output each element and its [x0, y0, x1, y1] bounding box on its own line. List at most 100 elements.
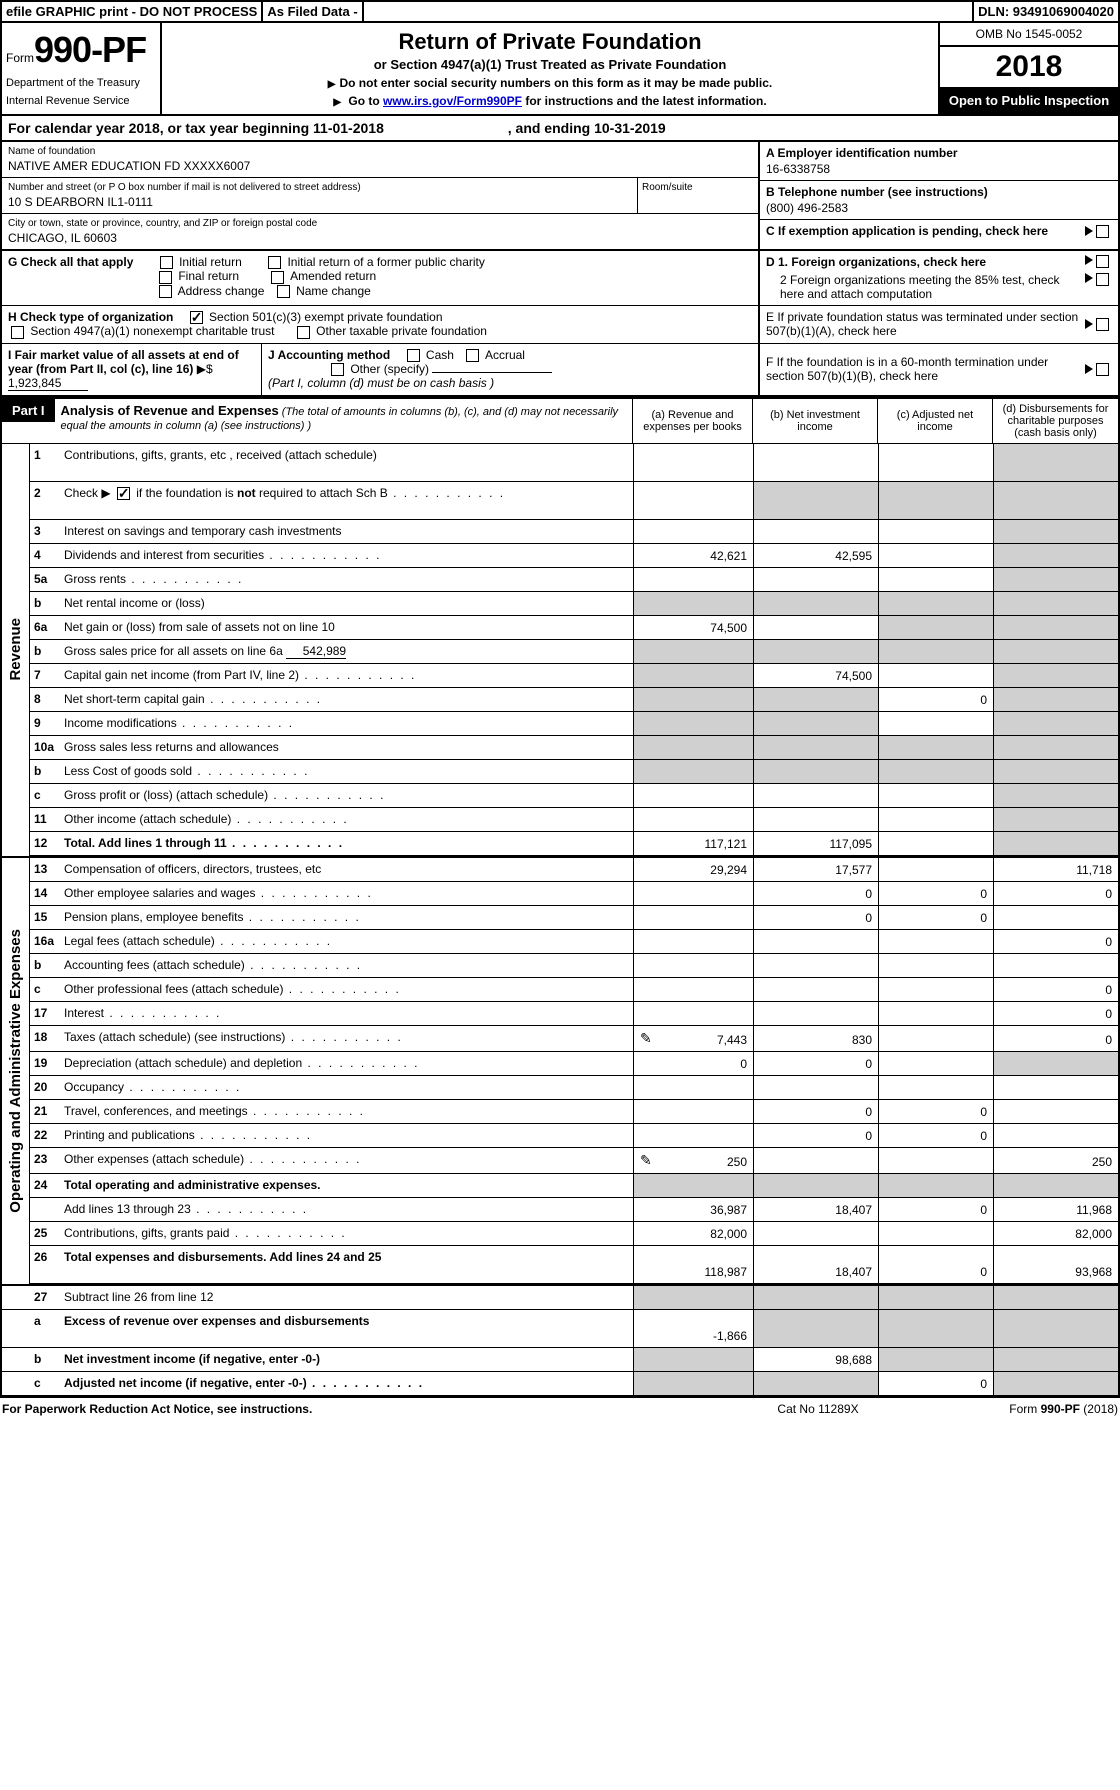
col-c-value [878, 1222, 993, 1245]
line-number [30, 1198, 64, 1221]
col-b-value [753, 712, 878, 735]
chk-accrual[interactable] [466, 349, 479, 362]
col-d-value [993, 1100, 1118, 1123]
line-l15: 15Pension plans, employee benefits00 [30, 906, 1118, 930]
col-d-value [993, 688, 1118, 711]
line-l22: 22Printing and publications00 [30, 1124, 1118, 1148]
chk-f[interactable] [1096, 363, 1109, 376]
line-number: 22 [30, 1124, 64, 1147]
line-description: Dividends and interest from securities [64, 544, 633, 567]
col-a-value: ✎7,443 [633, 1026, 753, 1051]
fmv-value: 1,923,845 [8, 376, 88, 391]
chk-other-method[interactable] [331, 363, 344, 376]
col-b-value [753, 1222, 878, 1245]
col-d-value [993, 954, 1118, 977]
chk-amended[interactable] [271, 271, 284, 284]
line-description: Travel, conferences, and meetings [64, 1100, 633, 1123]
line-description: Net rental income or (loss) [64, 592, 633, 615]
col-c-value [878, 568, 993, 591]
chk-other-taxable[interactable] [297, 326, 310, 339]
line-description: Total. Add lines 1 through 11 [64, 832, 633, 855]
attachment-icon[interactable]: ✎ [640, 1030, 652, 1047]
col-d-value [993, 906, 1118, 929]
line-l12: 12Total. Add lines 1 through 11117,12111… [30, 832, 1118, 856]
chk-initial-former[interactable] [268, 256, 281, 269]
col-b-value: 17,577 [753, 858, 878, 881]
col-d-value [993, 1174, 1118, 1197]
chk-final[interactable] [159, 271, 172, 284]
col-d-value: 11,968 [993, 1198, 1118, 1221]
as-filed-label: As Filed Data - [263, 2, 363, 21]
line-l18: 18Taxes (attach schedule) (see instructi… [30, 1026, 1118, 1052]
col-c-value [878, 520, 993, 543]
line-l16a: 16aLegal fees (attach schedule)0 [30, 930, 1118, 954]
col-a-value: 118,987 [633, 1246, 753, 1283]
section-i: I Fair market value of all assets at end… [2, 344, 262, 395]
dept-treasury: Department of the Treasury [6, 77, 156, 89]
exemption-pending-cell: C If exemption application is pending, c… [760, 220, 1118, 242]
col-b-value [753, 808, 878, 831]
line-l17: 17Interest0 [30, 1002, 1118, 1026]
instruction-2: Go to www.irs.gov/Form990PF for instruct… [170, 94, 930, 108]
col-d-value [993, 712, 1118, 735]
chk-initial[interactable] [160, 256, 173, 269]
col-c-value: 0 [878, 882, 993, 905]
entity-info: Name of foundation NATIVE AMER EDUCATION… [2, 142, 1118, 251]
attachment-icon[interactable]: ✎ [640, 1152, 652, 1169]
form-number: 990-PF [34, 29, 146, 70]
line-description: Other income (attach schedule) [64, 808, 633, 831]
col-c-value [878, 1076, 993, 1099]
col-a-value [633, 482, 753, 519]
col-a-value [633, 1124, 753, 1147]
col-c-header: (c) Adjusted net income [878, 399, 993, 443]
checkbox-c[interactable] [1096, 225, 1109, 238]
line-description: Interest [64, 1002, 633, 1025]
line-description: Contributions, gifts, grants, etc , rece… [64, 444, 633, 481]
dln: DLN: 93491069004020 [974, 2, 1118, 21]
col-a-header: (a) Revenue and expenses per books [633, 399, 753, 443]
col-b-value [753, 482, 878, 519]
chk-d2[interactable] [1096, 273, 1109, 286]
line-description: Less Cost of goods sold [64, 760, 633, 783]
chk-name[interactable] [277, 285, 290, 298]
line-l1: 1Contributions, gifts, grants, etc , rec… [30, 444, 1118, 482]
part-tag: Part I [2, 399, 55, 422]
line-description: Other employee salaries and wages [64, 882, 633, 905]
col-b-value [753, 930, 878, 953]
line-description: Contributions, gifts, grants paid [64, 1222, 633, 1245]
col-c-value [878, 592, 993, 615]
line-number: 11 [30, 808, 64, 831]
chk-d1[interactable] [1096, 255, 1109, 268]
instruction-1: Do not enter social security numbers on … [170, 76, 930, 90]
section-f: F If the foundation is in a 60-month ter… [758, 344, 1118, 395]
col-a-value: ✎250 [633, 1148, 753, 1173]
col-a-value [633, 930, 753, 953]
col-a-value [633, 1174, 753, 1197]
chk-cash[interactable] [407, 349, 420, 362]
tax-year: 2018 [940, 47, 1118, 87]
col-d-value: 11,718 [993, 858, 1118, 881]
chk-address[interactable] [159, 285, 172, 298]
chk-501c3[interactable] [190, 311, 203, 324]
col-a-value [633, 520, 753, 543]
col-c-value [878, 1002, 993, 1025]
col-d-value [993, 1124, 1118, 1147]
col-d-value [993, 1052, 1118, 1075]
open-inspection: Open to Public Inspection [940, 87, 1118, 114]
col-c-value [878, 482, 993, 519]
chk-4947[interactable] [11, 326, 24, 339]
line-description: Check ▶ if the foundation is not require… [64, 482, 633, 519]
line-description: Total expenses and disbursements. Add li… [64, 1246, 633, 1283]
irs-link[interactable]: www.irs.gov/Form990PF [383, 94, 522, 108]
col-d-value [993, 664, 1118, 687]
line-number: 16a [30, 930, 64, 953]
col-d-value [993, 760, 1118, 783]
col-b-value [753, 1148, 878, 1173]
col-d-value [993, 640, 1118, 663]
col-a-value: 42,621 [633, 544, 753, 567]
phone-cell: B Telephone number (see instructions) (8… [760, 181, 1118, 220]
line-number: 18 [30, 1026, 64, 1051]
line-number: 1 [30, 444, 64, 481]
chk-e[interactable] [1096, 318, 1109, 331]
line-number: 20 [30, 1076, 64, 1099]
